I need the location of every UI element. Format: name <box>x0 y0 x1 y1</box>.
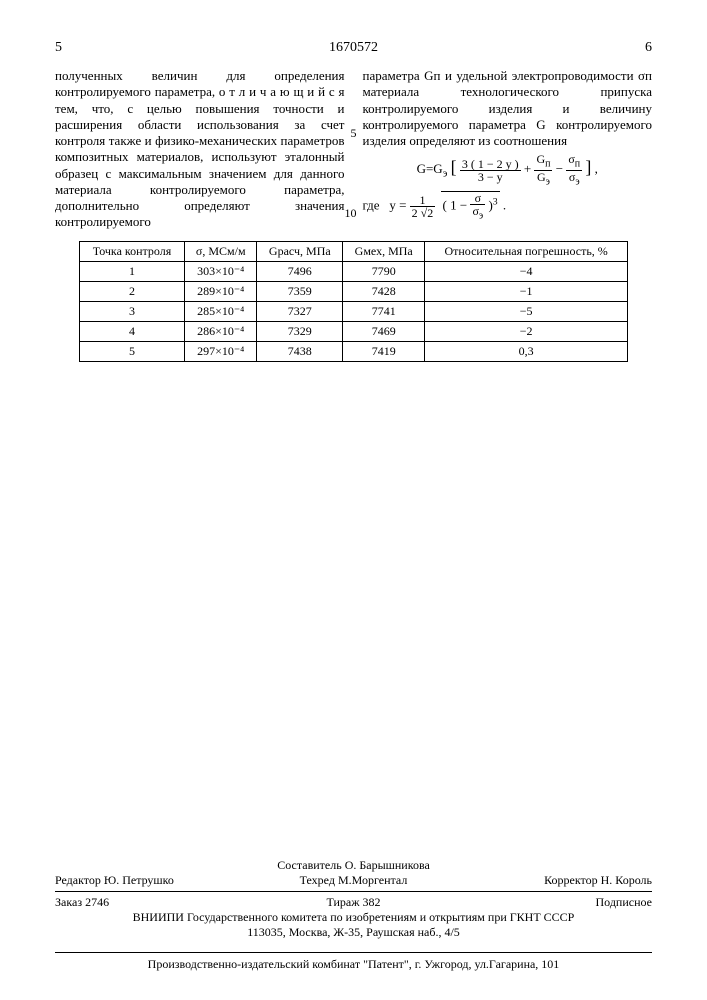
line-marker-10: 10 <box>345 206 357 221</box>
line-marker-5: 5 <box>351 126 357 141</box>
results-table: Точка контроля σ, МСм/м Gрасч, МПа Gмех,… <box>79 241 628 362</box>
column-right: параметра Gп и удельной электропроводимо… <box>363 68 653 231</box>
table-row: 4 286×10⁻⁴ 7329 7469 −2 <box>79 321 627 341</box>
organization: ВНИИПИ Государственного комитета по изоб… <box>133 910 575 924</box>
right-column-text: параметра Gп и удельной электропроводимо… <box>363 68 653 148</box>
table-header-row: Точка контроля σ, МСм/м Gрасч, МПа Gмех,… <box>79 241 627 261</box>
imprint-block: Составитель О. Барышникова Редактор Ю. П… <box>55 858 652 940</box>
order-label: Заказ <box>55 895 82 909</box>
table-row: 3 285×10⁻⁴ 7327 7741 −5 <box>79 301 627 321</box>
col-gcalc: Gрасч, МПа <box>257 241 343 261</box>
corrector-name: Н. Король <box>601 873 652 887</box>
col-gmech: Gмех, МПа <box>343 241 425 261</box>
col-point: Точка контроля <box>79 241 184 261</box>
col-error: Относительная погрешность, % <box>425 241 628 261</box>
table-row: 5 297×10⁻⁴ 7438 7419 0,3 <box>79 341 627 361</box>
column-left: полученных величин для определения контр… <box>55 68 345 231</box>
editor-name: Ю. Петрушко <box>104 873 174 887</box>
order-number: 2746 <box>85 895 109 909</box>
page-header: 5 1670572 6 <box>55 40 652 56</box>
where-label: где <box>363 198 380 213</box>
compiler-name: О. Барышникова <box>345 858 430 872</box>
page-number-left: 5 <box>55 40 85 56</box>
formula-where: где y = 12 √2 ( 1 − σσэ )3 . <box>363 191 653 221</box>
printer-text: Производственно-издательский комбинат "П… <box>148 957 560 971</box>
page-number-right: 6 <box>622 40 652 56</box>
tirazh-label: Тираж <box>326 895 359 909</box>
corrector-label: Корректор <box>544 873 598 887</box>
compiler-label: Составитель <box>277 858 341 872</box>
patent-number: 1670572 <box>85 40 622 56</box>
table-row: 2 289×10⁻⁴ 7359 7428 −1 <box>79 281 627 301</box>
tirazh-number: 382 <box>363 895 381 909</box>
col-sigma: σ, МСм/м <box>185 241 257 261</box>
editor-label: Редактор <box>55 873 101 887</box>
left-column-text: полученных величин для определения контр… <box>55 68 345 229</box>
org-address: 113035, Москва, Ж-35, Раушская наб., 4/5 <box>247 925 460 939</box>
formula-main: G=Gэ [ 3 ( 1 − 2 y )3 − y + GпGэ − σпσэ … <box>363 153 653 187</box>
techred-name: М.Моргентал <box>338 873 407 887</box>
subscription: Подписное <box>596 895 653 909</box>
table-row: 1 303×10⁻⁴ 7496 7790 −4 <box>79 261 627 281</box>
printer-line: Производственно-издательский комбинат "П… <box>55 952 652 972</box>
body-columns: полученных величин для определения контр… <box>55 68 652 231</box>
techred-label: Техред <box>300 873 335 887</box>
